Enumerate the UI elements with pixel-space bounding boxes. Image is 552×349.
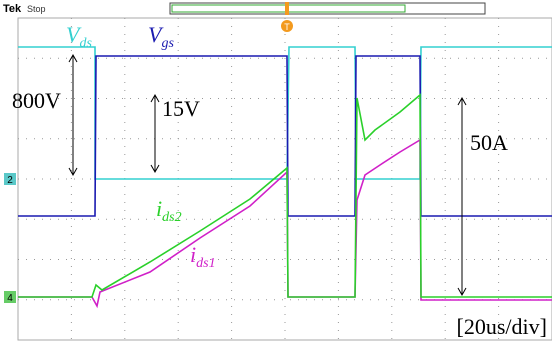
ch4-label: 4: [7, 293, 13, 304]
vds-sub: ds: [79, 36, 92, 51]
trigger-pos: [285, 2, 289, 15]
vgs-sub: gs: [161, 36, 174, 51]
ch2-label: 2: [7, 175, 13, 186]
annotation-15v: 15V: [162, 96, 200, 121]
ids2-sub: ds2: [162, 210, 181, 225]
status: Stop: [27, 4, 46, 14]
annotation-800v: 800V: [12, 88, 61, 113]
brand: Tek: [3, 3, 22, 15]
timebase: [20us/div]: [457, 314, 547, 339]
annotation-50a: 50A: [470, 130, 508, 155]
scope-screen: Tek Stop T 2 4 Vds Vgs ids2 ids1 800V 15…: [0, 0, 552, 349]
ids1-sub: ds1: [196, 256, 215, 271]
trigger-label: T: [284, 22, 290, 32]
